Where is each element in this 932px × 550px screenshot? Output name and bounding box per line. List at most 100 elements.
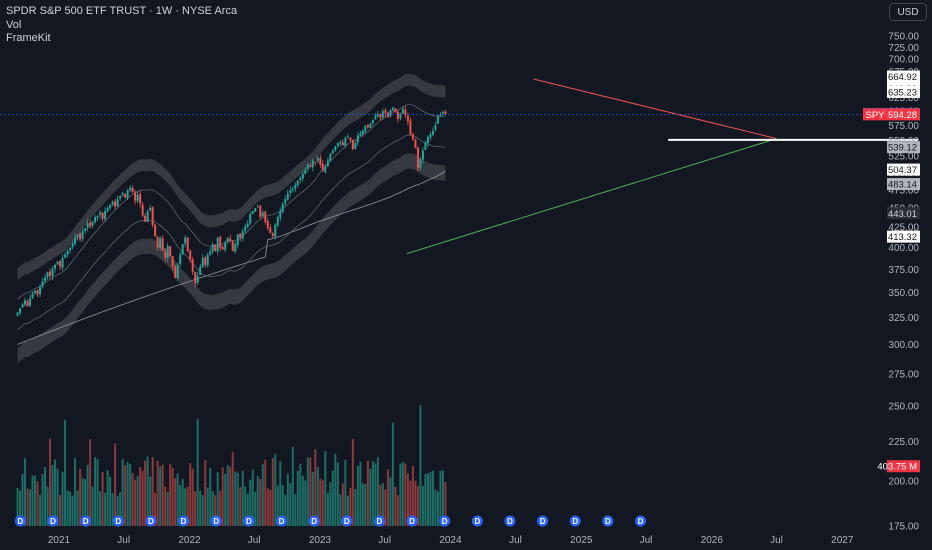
price-tag-bg (887, 230, 920, 243)
volume-bar (291, 446, 294, 526)
volume-bar (296, 470, 299, 526)
dividend-label: D (377, 517, 383, 526)
candle-body (36, 290, 39, 295)
candle-body (329, 154, 332, 162)
volume-bar (441, 470, 444, 526)
dividend-marker: D (439, 515, 451, 527)
volume-bar (381, 483, 384, 526)
price-tag-value: 635.23 (888, 87, 917, 98)
candle-body (236, 234, 239, 246)
volume-bar (444, 482, 447, 526)
volume-bar (181, 478, 184, 526)
candle-body (276, 217, 279, 226)
volume-bar (156, 460, 159, 526)
price-tag: 413.32 (887, 230, 920, 243)
volume-bar (84, 479, 87, 526)
dividend-marker: D (537, 515, 549, 527)
candle-body (379, 113, 382, 118)
candle-body (51, 268, 54, 277)
volume-bar (236, 472, 239, 526)
volume-bar (361, 483, 364, 526)
volume-bar (59, 494, 62, 526)
volume-bar (19, 490, 22, 526)
dividend-circle (569, 515, 581, 527)
price-tick-label: 325.00 (888, 313, 919, 324)
dividend-label: D (213, 517, 219, 526)
volume-bar (116, 495, 119, 526)
price-tag-value: 594.28 (888, 110, 917, 121)
candle-body (56, 261, 59, 265)
volume-bar (94, 457, 97, 526)
long-moving-average (17, 170, 446, 345)
price-tag-value: 483.14 (888, 180, 917, 191)
candle-body (84, 228, 87, 231)
volume-bar (251, 469, 254, 526)
volume-bar (284, 494, 287, 526)
candle-body (266, 220, 269, 229)
volume-bar (396, 495, 399, 526)
volume-bar (151, 456, 154, 526)
candle-body (191, 259, 194, 273)
candle-body (194, 272, 197, 284)
candle-body (441, 112, 444, 114)
candle-body (184, 237, 187, 244)
time-tick-label: Jul (378, 535, 391, 546)
volume-bar (326, 492, 329, 526)
volume-bar (31, 475, 34, 526)
volume-bar (46, 486, 49, 526)
candle-body (41, 281, 44, 287)
candle-body (404, 109, 407, 116)
candle-body (234, 244, 237, 252)
volume-bar (294, 494, 297, 526)
candle-body (101, 212, 104, 219)
volume-bar (161, 464, 164, 526)
volume-bar (359, 461, 362, 526)
candle-body (114, 201, 117, 207)
symbol-title[interactable]: SPDR S&P 500 ETF TRUST · 1W · NYSE Arca (6, 5, 238, 17)
candle-body (286, 193, 289, 200)
candle-body (164, 251, 167, 258)
price-tag-value: 539.12 (888, 143, 917, 154)
framekit-indicator-label[interactable]: FrameKit (6, 32, 51, 44)
volume-bar (119, 492, 122, 526)
dividend-circle (341, 515, 353, 527)
dividend-label: D (344, 517, 350, 526)
volume-bar (436, 491, 439, 526)
volume-indicator-label[interactable]: Vol (6, 18, 22, 31)
volume-bar (434, 489, 437, 526)
candle-body (376, 114, 379, 117)
volume-bar (16, 488, 19, 526)
price-tick-label: 200.00 (888, 477, 919, 488)
volume-bar (91, 486, 94, 526)
volume-bar (139, 467, 142, 526)
volume-bar (124, 465, 127, 526)
volume-bar (136, 476, 139, 526)
volume-bar (341, 483, 344, 526)
dividend-circle (80, 515, 92, 527)
volume-bar (164, 486, 167, 526)
volume-bar (211, 491, 214, 526)
candle-body (421, 150, 424, 160)
volume-bar (421, 485, 424, 526)
candle-body (69, 247, 72, 251)
dividend-marker: D (210, 515, 222, 527)
volume-bar (39, 494, 42, 526)
dividend-circle (275, 515, 287, 527)
volume-bar (76, 490, 79, 526)
dividend-marker: D (243, 515, 255, 527)
volume-bar (54, 459, 57, 526)
volume-bar (126, 461, 129, 526)
candle-body (166, 245, 169, 259)
dividend-marker: D (308, 515, 320, 527)
candle-body (109, 205, 112, 209)
currency-button[interactable]: USD (889, 3, 927, 21)
candle-body (269, 227, 272, 233)
dividend-marker: D (275, 515, 287, 527)
price-tag-bg (887, 141, 920, 154)
volume-bar (271, 458, 274, 526)
volume-bar (299, 463, 302, 526)
time-tick-label: Jul (248, 535, 261, 546)
candle-body (256, 206, 259, 208)
